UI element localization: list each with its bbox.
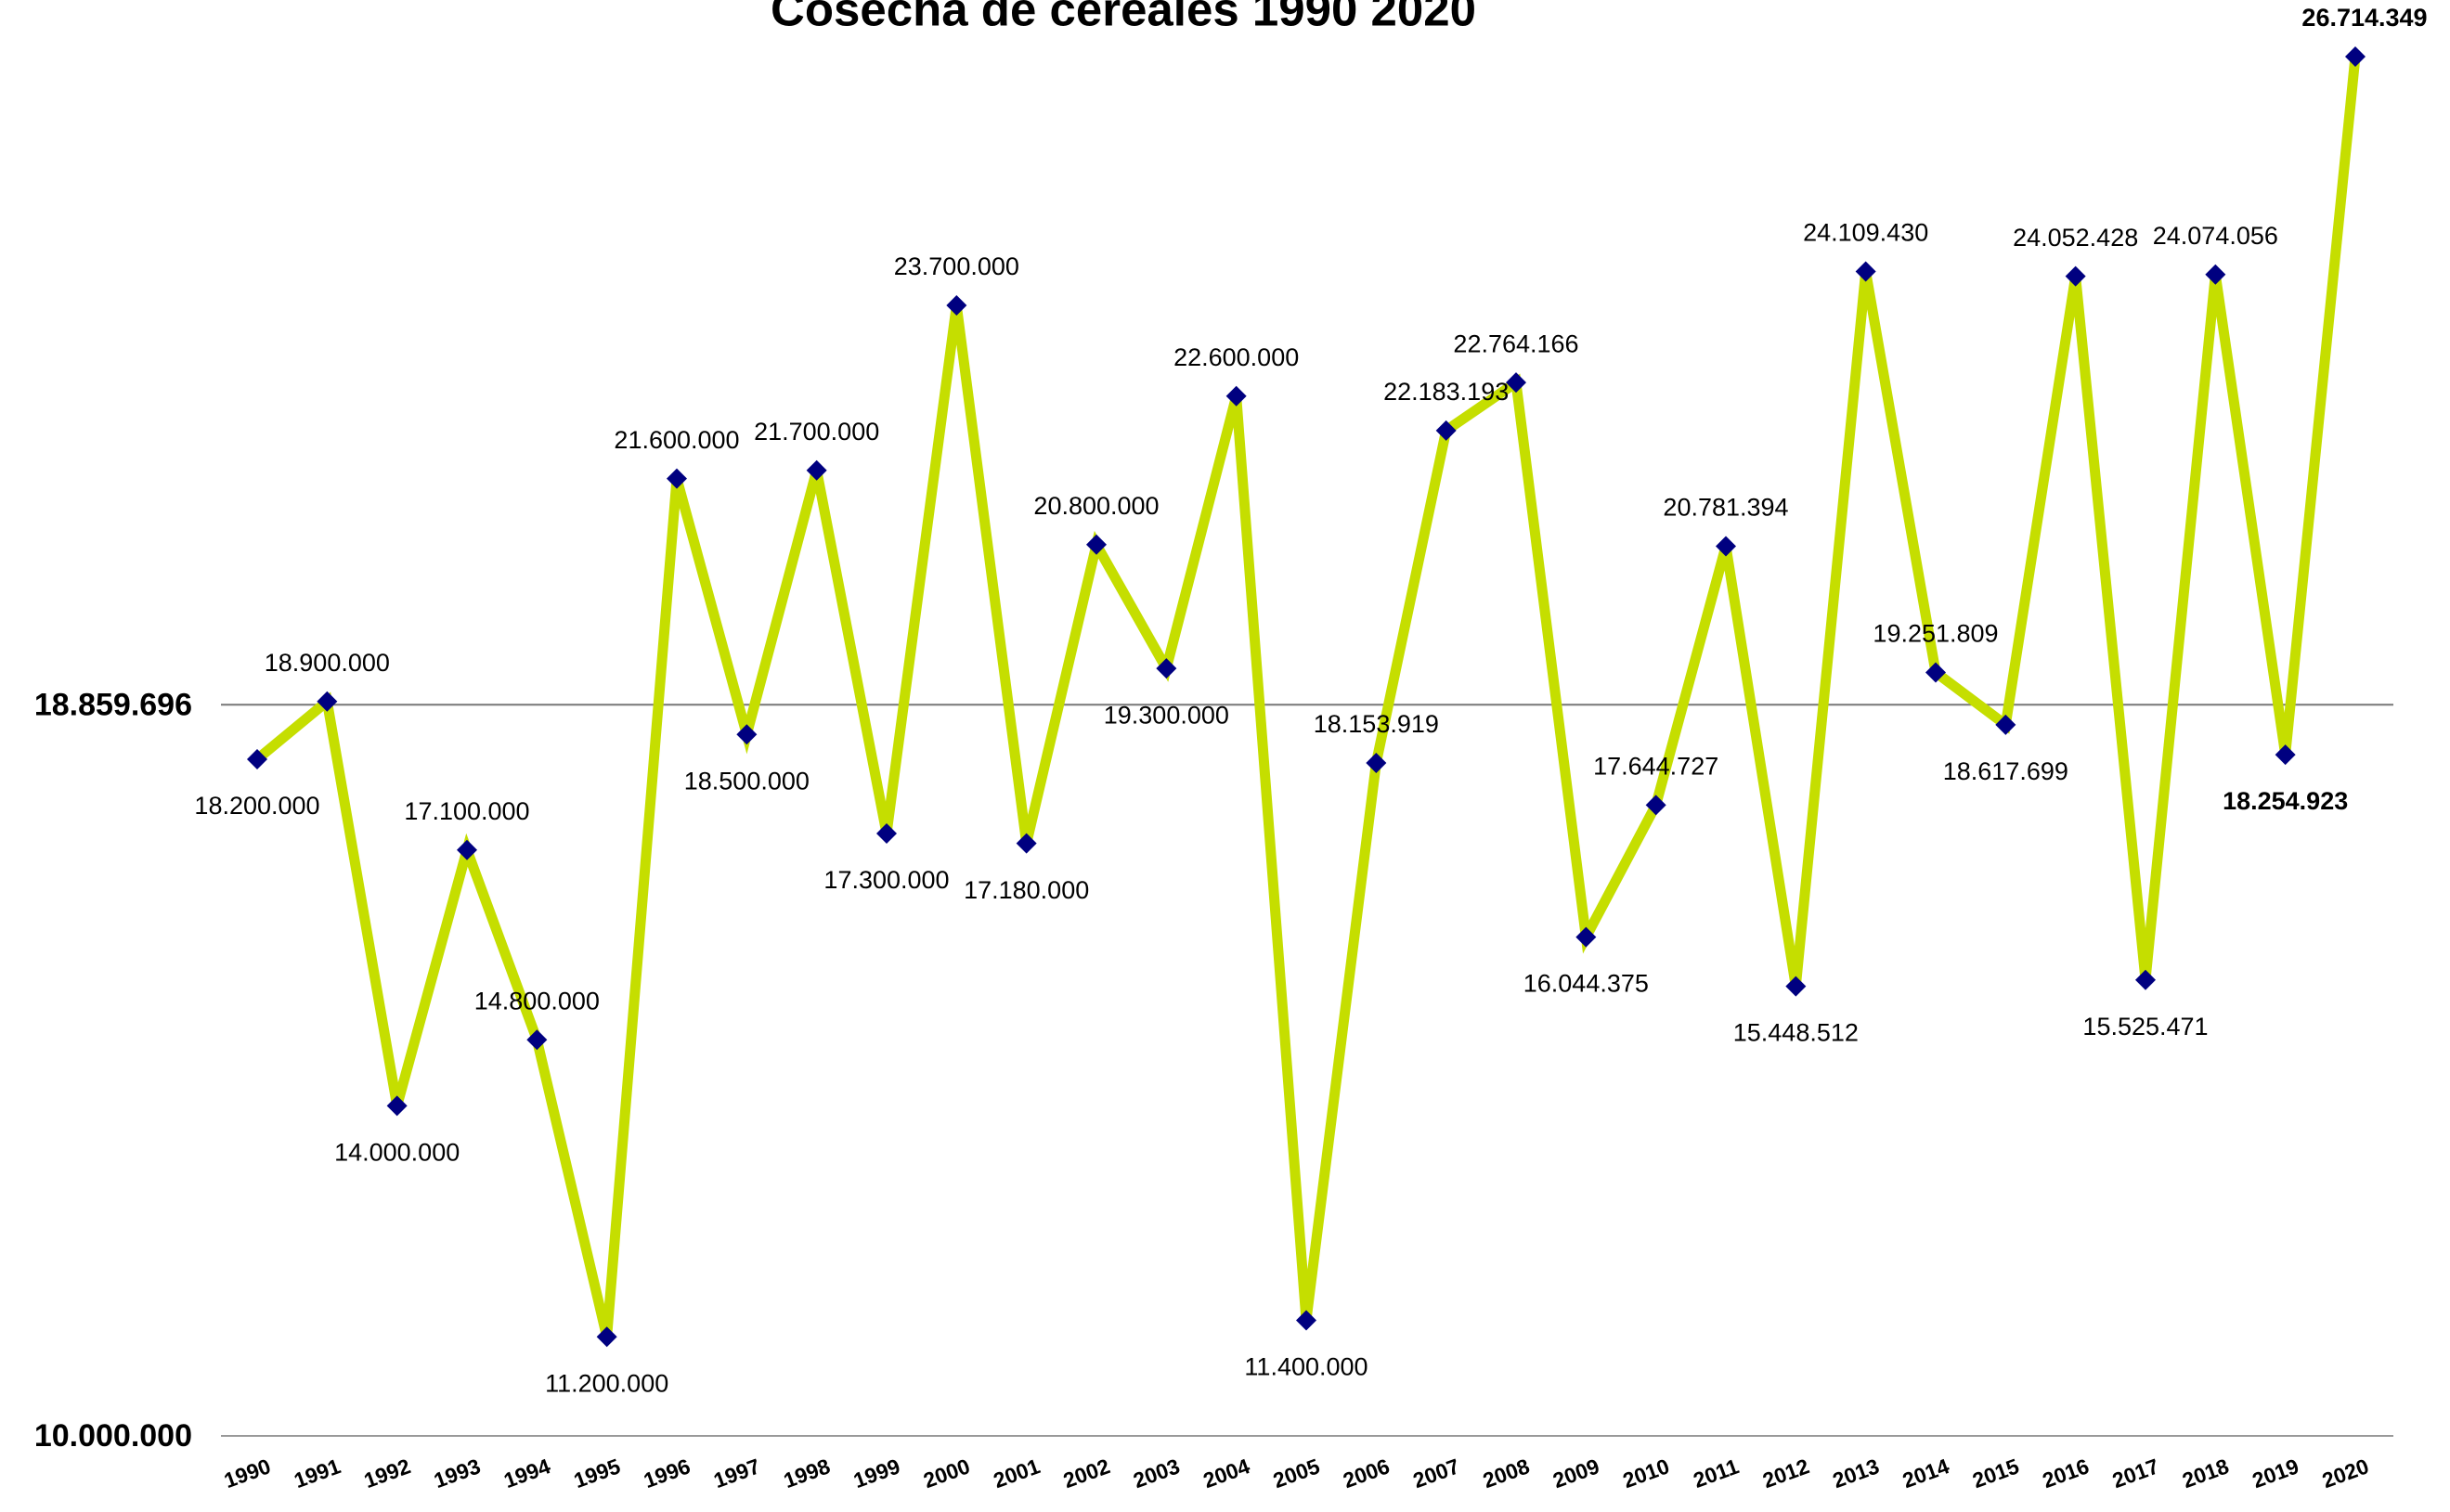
x-tick-label: 1991	[291, 1454, 344, 1493]
data-label: 18.500.000	[684, 767, 810, 795]
data-label: 24.109.430	[1803, 219, 1928, 247]
data-marker	[806, 459, 827, 481]
x-tick-label: 1990	[221, 1454, 274, 1493]
x-tick-label: 1997	[710, 1454, 763, 1493]
chart-title: Cosecha de cereales 1990 2020	[771, 0, 1476, 35]
data-marker	[1086, 534, 1107, 555]
x-tick-label: 1995	[571, 1454, 624, 1493]
data-marker	[457, 839, 477, 860]
data-marker	[2065, 265, 2086, 287]
data-marker	[1506, 372, 1526, 394]
data-marker	[1716, 536, 1736, 557]
data-label: 14.800.000	[474, 987, 600, 1014]
data-marker	[526, 1029, 548, 1051]
data-label: 24.074.056	[2153, 222, 2278, 250]
data-marker	[1995, 714, 2016, 735]
data-marker	[1785, 976, 1807, 997]
data-label: 17.100.000	[404, 797, 529, 825]
data-label: 21.700.000	[754, 418, 879, 446]
x-tick-label: 2017	[2109, 1454, 2162, 1493]
data-label: 19.300.000	[1104, 701, 1229, 729]
data-marker	[2345, 45, 2366, 67]
x-tick-label: 2000	[920, 1454, 973, 1493]
data-label: 17.644.727	[1593, 752, 1718, 780]
data-label: 26.714.349	[2301, 4, 2427, 32]
x-tick-label: 2018	[2179, 1454, 2232, 1493]
x-tick-label: 1994	[500, 1454, 553, 1493]
x-tick-label: 2019	[2249, 1454, 2302, 1493]
x-tick-label: 2009	[1549, 1454, 1602, 1493]
data-marker	[386, 1095, 408, 1117]
data-marker	[2205, 264, 2226, 285]
data-marker	[247, 748, 267, 769]
x-tick-label: 2014	[1899, 1454, 1952, 1493]
x-tick-label: 2003	[1130, 1454, 1183, 1493]
x-tick-label: 2016	[2040, 1454, 2093, 1493]
x-tick-label: 2007	[1410, 1454, 1463, 1493]
data-label: 21.600.000	[614, 426, 739, 454]
x-tick-label: 2008	[1480, 1454, 1533, 1493]
y-tick-label: 10.000.000	[34, 1418, 192, 1454]
data-marker	[1225, 385, 1247, 407]
data-marker	[1016, 833, 1037, 854]
x-tick-label: 2006	[1340, 1454, 1393, 1493]
data-marker	[2275, 744, 2296, 766]
data-label: 19.251.809	[1873, 620, 1998, 648]
data-label: 18.153.919	[1314, 710, 1439, 738]
x-tick-label: 2011	[1690, 1454, 1742, 1493]
x-tick-label: 2010	[1620, 1454, 1673, 1493]
data-label: 17.300.000	[823, 866, 949, 894]
data-label: 18.200.000	[194, 792, 319, 820]
data-label: 11.400.000	[1244, 1353, 1368, 1381]
x-tick-label: 2012	[1759, 1454, 1812, 1493]
data-marker	[1925, 662, 1946, 683]
x-tick-label: 1992	[361, 1454, 414, 1493]
x-tick-label: 1998	[781, 1454, 834, 1493]
data-label: 23.700.000	[894, 252, 1019, 280]
data-label: 15.448.512	[1733, 1019, 1859, 1047]
x-tick-label: 1996	[641, 1454, 694, 1493]
data-label: 18.617.699	[1943, 757, 2068, 785]
x-tick-label: 1993	[431, 1454, 484, 1493]
data-marker	[1645, 795, 1666, 816]
data-marker	[596, 1326, 617, 1348]
data-label: 18.254.923	[2223, 787, 2348, 815]
data-label: 16.044.375	[1523, 970, 1649, 998]
data-label: 18.900.000	[265, 649, 390, 677]
x-tick-label: 2013	[1830, 1454, 1883, 1493]
data-marker	[876, 822, 897, 844]
data-marker	[1296, 1310, 1316, 1331]
data-marker	[317, 691, 338, 712]
data-label: 20.800.000	[1033, 492, 1159, 520]
data-label: 17.180.000	[964, 876, 1089, 904]
x-tick-label: 2005	[1270, 1454, 1323, 1493]
y-tick-label: 18.859.696	[34, 687, 192, 722]
data-label: 22.183.193	[1383, 378, 1509, 406]
x-tick-label: 2020	[2319, 1454, 2372, 1493]
data-label: 22.600.000	[1173, 343, 1299, 371]
data-marker	[2135, 969, 2156, 990]
data-label: 15.525.471	[2082, 1013, 2208, 1040]
data-marker	[946, 294, 967, 316]
data-label: 20.781.394	[1663, 494, 1788, 522]
data-label: 14.000.000	[334, 1138, 460, 1166]
x-tick-label: 2002	[1060, 1454, 1113, 1493]
data-label: 11.200.000	[545, 1369, 668, 1397]
data-marker	[1855, 261, 1876, 282]
data-marker	[736, 724, 758, 745]
x-tick-label: 1999	[850, 1454, 903, 1493]
x-tick-label: 2015	[1969, 1454, 2022, 1493]
data-marker	[1366, 753, 1387, 774]
data-marker	[667, 468, 687, 489]
data-marker	[1575, 926, 1597, 948]
data-label: 24.052.428	[2013, 224, 2138, 252]
x-tick-label: 2004	[1200, 1454, 1253, 1493]
data-marker	[1156, 658, 1177, 679]
data-label: 22.764.166	[1453, 330, 1578, 357]
x-tick-label: 2001	[991, 1454, 1044, 1493]
data-marker	[1435, 420, 1457, 441]
